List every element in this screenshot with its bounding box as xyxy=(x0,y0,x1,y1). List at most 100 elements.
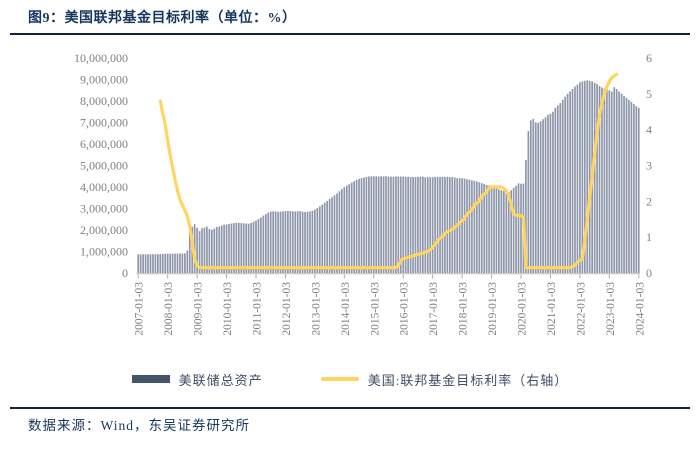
asset-bar xyxy=(625,97,628,273)
asset-bar xyxy=(623,95,625,273)
asset-bar xyxy=(618,91,620,273)
asset-bar xyxy=(542,119,544,273)
asset-bar xyxy=(559,103,562,274)
asset-bar xyxy=(615,88,618,274)
asset-bar xyxy=(323,202,326,273)
asset-bar xyxy=(588,80,591,273)
asset-bar xyxy=(414,177,417,273)
asset-bar xyxy=(287,210,289,273)
asset-bar xyxy=(301,211,304,273)
asset-bar xyxy=(576,84,579,273)
combo-chart-canvas: 2007-01-03 2008-01-03 2009-01-03 2010-01-03… xyxy=(74,51,652,336)
asset-bar xyxy=(169,253,171,273)
asset-bar xyxy=(478,182,481,273)
asset-bar xyxy=(245,223,248,273)
asset-bar xyxy=(620,93,623,273)
y-right-tick-label: 4 xyxy=(646,123,652,137)
asset-bar xyxy=(174,253,176,273)
asset-bar xyxy=(549,113,552,273)
asset-bar xyxy=(583,80,586,273)
asset-bar xyxy=(282,211,284,273)
x-tick-label: 2024-01-03 xyxy=(634,282,646,336)
asset-bar xyxy=(257,219,260,273)
asset-bar xyxy=(368,176,370,273)
asset-bar xyxy=(343,187,346,273)
asset-bar xyxy=(402,176,405,273)
x-tick-label: 2020-01-03 xyxy=(516,282,528,336)
asset-bar xyxy=(571,88,574,274)
asset-bar xyxy=(380,176,382,273)
asset-bar xyxy=(284,211,287,273)
asset-bar xyxy=(274,211,277,273)
asset-bar xyxy=(272,211,275,273)
asset-bar xyxy=(188,231,191,273)
y-left-tick-label: 3,000,000 xyxy=(80,202,128,216)
asset-bar xyxy=(316,208,319,273)
asset-bar xyxy=(171,253,174,273)
y-left-tick-label: 6,000,000 xyxy=(80,137,128,151)
asset-bar xyxy=(250,222,252,273)
asset-bar xyxy=(417,176,419,273)
asset-bar xyxy=(630,101,633,273)
asset-bar xyxy=(458,178,461,273)
asset-bar xyxy=(262,215,265,273)
asset-bar xyxy=(422,176,424,273)
x-tick-label: 2010-01-03 xyxy=(222,282,234,336)
asset-bar xyxy=(377,176,380,273)
asset-bar xyxy=(446,176,449,273)
asset-bar xyxy=(350,182,353,273)
asset-bar xyxy=(593,82,596,273)
rate-line xyxy=(158,72,619,270)
asset-bar xyxy=(537,122,540,274)
asset-bar xyxy=(461,178,463,273)
asset-bar xyxy=(186,250,189,273)
asset-bar xyxy=(336,193,338,273)
asset-bar xyxy=(475,181,478,273)
asset-bar xyxy=(326,200,329,273)
asset-bar xyxy=(556,105,559,273)
asset-bar xyxy=(331,197,333,273)
asset-bar xyxy=(539,121,542,274)
legend-item-assets: 美联储总资产 xyxy=(131,370,263,389)
asset-bar xyxy=(566,93,569,273)
asset-bar xyxy=(363,177,365,273)
asset-bar xyxy=(159,254,162,273)
asset-bar xyxy=(341,189,343,273)
asset-bar xyxy=(230,223,233,273)
y-left-tick-label: 2,000,000 xyxy=(80,223,128,237)
asset-bar xyxy=(382,176,385,273)
y-right-tick-label: 6 xyxy=(646,51,652,65)
bar-series-swatch xyxy=(131,375,170,383)
asset-bar xyxy=(554,107,557,273)
x-tick-label: 2008-01-03 xyxy=(163,282,175,336)
asset-bar xyxy=(233,223,235,273)
asset-bar xyxy=(581,81,584,273)
asset-bar xyxy=(235,222,238,273)
asset-bar xyxy=(255,220,257,273)
asset-bar xyxy=(574,86,576,273)
asset-bar xyxy=(419,176,422,273)
asset-bar xyxy=(468,179,471,273)
asset-bar xyxy=(225,224,228,273)
chart-legend: 美联储总资产 美国:联邦基金目标利率（右轴） xyxy=(0,369,700,389)
asset-bar xyxy=(520,183,522,273)
asset-bar xyxy=(409,176,412,273)
asset-bar xyxy=(161,253,164,273)
asset-bar xyxy=(529,120,532,273)
asset-bar xyxy=(375,176,378,273)
asset-bar xyxy=(333,195,336,273)
asset-bar xyxy=(306,211,309,273)
bottom-divider xyxy=(10,407,690,409)
top-divider xyxy=(10,33,690,35)
line-series-swatch xyxy=(320,377,359,381)
asset-bar xyxy=(237,222,240,273)
x-tick-label: 2011-01-03 xyxy=(252,282,264,335)
asset-bar xyxy=(505,191,508,273)
asset-bar xyxy=(525,160,527,274)
asset-bar xyxy=(436,176,439,273)
asset-bar xyxy=(444,177,446,273)
y-left-tick-label: 1,000,000 xyxy=(80,245,128,259)
x-tick-label: 2016-01-03 xyxy=(399,282,411,336)
asset-bar xyxy=(289,211,292,273)
